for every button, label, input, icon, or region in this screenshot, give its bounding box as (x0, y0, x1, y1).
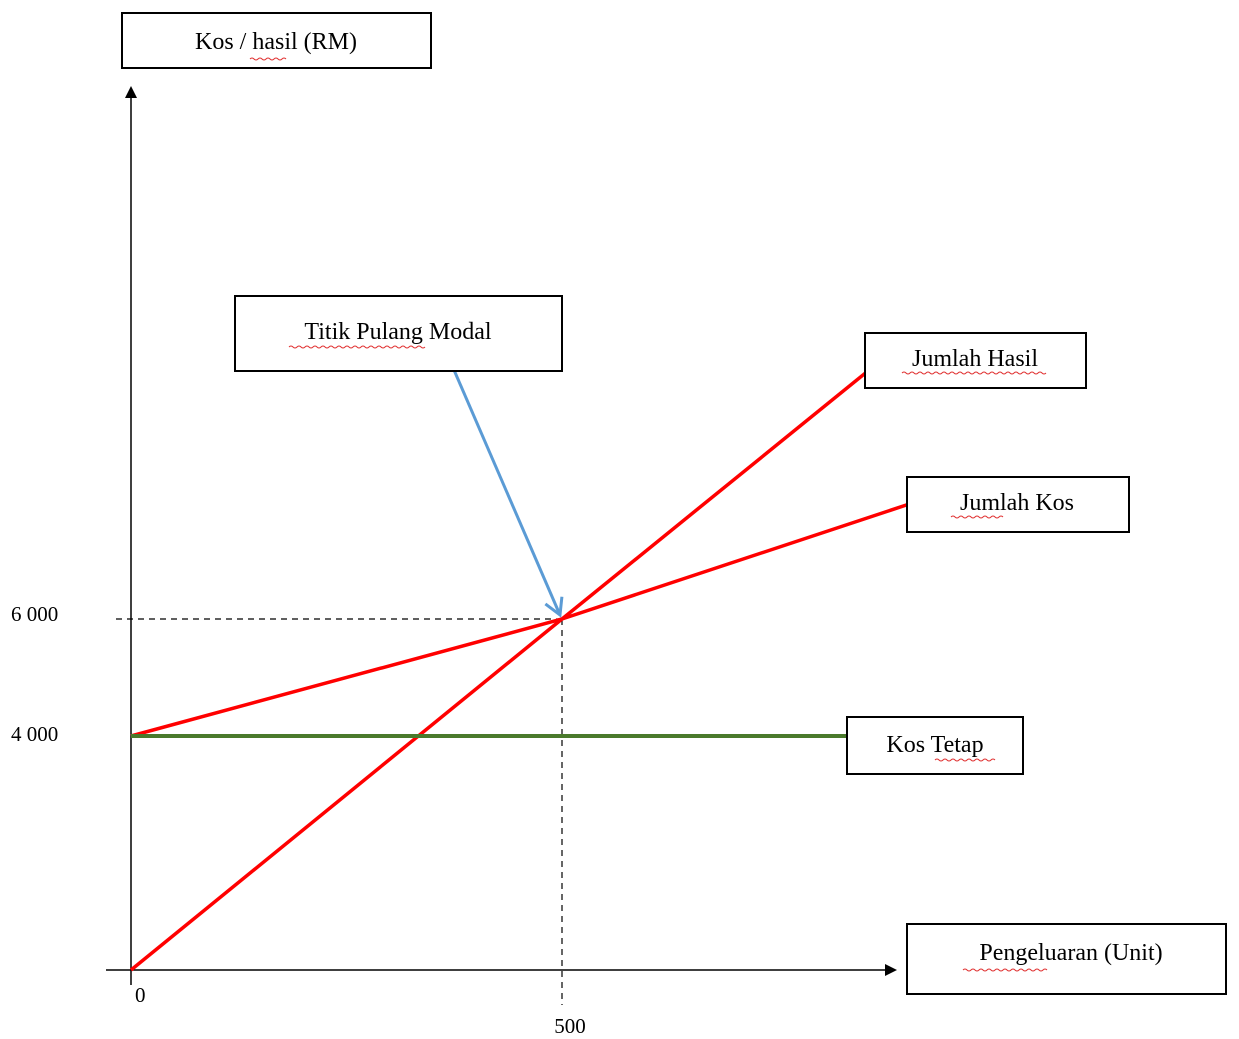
legend-label-jumlah-hasil: Jumlah Hasil (912, 346, 1038, 372)
y-axis-title: Kos / hasil (RM) (195, 29, 357, 55)
legend-box-jumlah-hasil: Jumlah Hasil (864, 332, 1087, 389)
series-line-jumlah-kos (130, 500, 916, 738)
y-axis-title-box: Kos / hasil (RM) (121, 12, 432, 69)
x-axis-title: Pengeluaran (Unit) (979, 940, 1162, 966)
break-even-arrow (452, 369, 564, 618)
break-even-label: Titik Pulang Modal (304, 319, 491, 345)
legend-box-kos-tetap: Kos Tetap (846, 716, 1024, 775)
x-axis-title-box: Pengeluaran (Unit) (906, 923, 1227, 995)
x-tick-label-0: 0 (135, 983, 146, 1007)
series-line-jumlah-hasil (129, 366, 874, 972)
legend-label-kos-tetap: Kos Tetap (886, 732, 983, 758)
x-tick-label-500: 500 (554, 1014, 586, 1038)
y-tick-label-6000: 6 000 (11, 602, 58, 626)
y-tick-label-4000: 4 000 (11, 722, 58, 746)
legend-box-jumlah-kos: Jumlah Kos (906, 476, 1130, 533)
legend-label-jumlah-kos: Jumlah Kos (960, 490, 1074, 516)
break-even-label-box: Titik Pulang Modal (234, 295, 563, 372)
